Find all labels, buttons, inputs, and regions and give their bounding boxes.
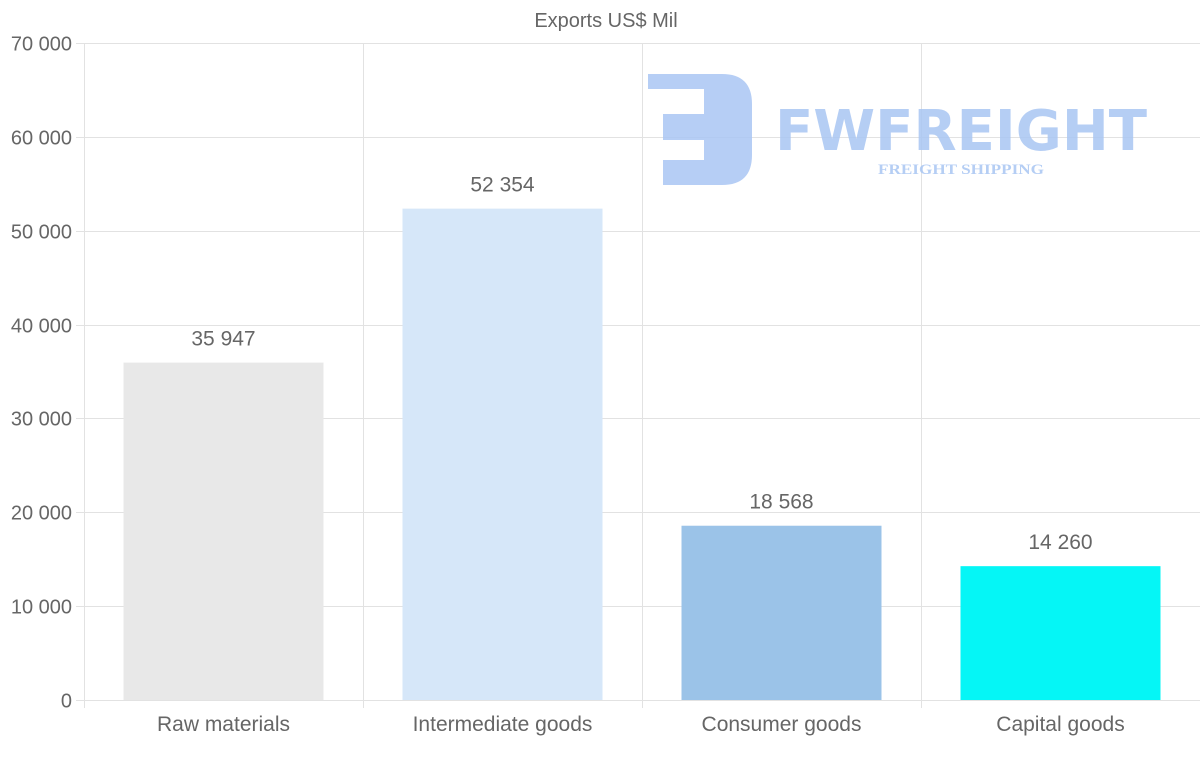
y-tick-label: 60 000 — [11, 128, 72, 150]
bars — [123, 208, 1161, 701]
bar — [402, 208, 603, 701]
bar-value-label: 18 568 — [749, 491, 813, 514]
y-tick-label: 30 000 — [11, 409, 72, 431]
watermark-brand: FWFREIGHT — [775, 99, 1147, 164]
bar — [123, 362, 324, 700]
watermark-tagline: FREIGHT SHIPPING — [878, 162, 1044, 178]
x-tick-label: Capital goods — [996, 713, 1124, 736]
y-tick-label: 20 000 — [11, 503, 72, 525]
bar-value-label: 14 260 — [1028, 531, 1092, 554]
bar-value-label: 52 354 — [470, 174, 535, 197]
logo-mark-icon — [648, 74, 752, 185]
bar-value-label: 35 947 — [191, 328, 255, 351]
y-tick-label: 0 — [61, 691, 72, 713]
y-tick-label: 70 000 — [11, 34, 72, 56]
y-tick-label: 10 000 — [11, 597, 72, 619]
watermark-logo: FWFREIGHT FREIGHT SHIPPING — [648, 74, 1147, 185]
bar — [960, 566, 1161, 700]
x-tick-label: Raw materials — [157, 713, 290, 736]
bar — [681, 525, 882, 700]
y-tick-label: 40 000 — [11, 316, 72, 338]
y-tick-label: 50 000 — [11, 222, 72, 244]
chart-title: Exports US$ Mil — [534, 10, 677, 32]
x-tick-label: Consumer goods — [702, 713, 862, 736]
x-tick-label: Intermediate goods — [413, 713, 593, 736]
